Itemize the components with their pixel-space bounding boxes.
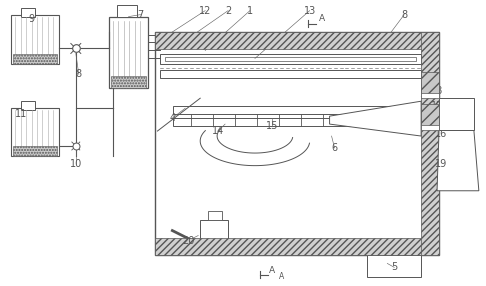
Text: 9: 9 (28, 14, 34, 24)
Bar (11, 108, 59, 156)
Bar (160, 70, 421, 78)
Text: A: A (269, 266, 275, 275)
Bar (156, 31, 439, 49)
Bar (421, 125, 439, 130)
Text: 8: 8 (76, 69, 82, 79)
Bar (421, 104, 439, 126)
Text: 6: 6 (331, 143, 338, 153)
Bar (421, 31, 439, 255)
Bar (174, 106, 416, 114)
Bar (21, 8, 35, 17)
Bar (156, 238, 439, 255)
Bar (11, 15, 59, 64)
Text: 8: 8 (401, 10, 407, 20)
Polygon shape (330, 101, 421, 136)
Bar (109, 17, 148, 88)
Text: A: A (318, 14, 325, 23)
Bar (156, 31, 439, 255)
Bar (111, 76, 146, 88)
Bar (160, 54, 421, 64)
Text: 16: 16 (435, 129, 447, 139)
Text: 4: 4 (169, 113, 175, 123)
Bar (421, 72, 439, 94)
Text: 20: 20 (182, 236, 194, 245)
Text: 5: 5 (391, 262, 398, 272)
Bar (117, 5, 137, 17)
Bar (174, 118, 416, 126)
Bar (421, 93, 439, 98)
Bar (165, 57, 416, 61)
Text: 1: 1 (247, 6, 253, 16)
Bar (21, 101, 35, 110)
Text: 13: 13 (304, 6, 316, 16)
Text: 19: 19 (435, 159, 447, 169)
Text: 7: 7 (138, 10, 144, 20)
Text: 15: 15 (266, 121, 278, 131)
Bar (367, 255, 421, 277)
Bar (13, 54, 57, 64)
Bar (13, 146, 57, 156)
Text: 2: 2 (225, 6, 231, 16)
Text: 17: 17 (431, 101, 443, 111)
Bar (208, 211, 222, 220)
Text: 18: 18 (431, 86, 443, 96)
Bar (200, 220, 228, 241)
Text: 12: 12 (199, 6, 211, 16)
Text: 14: 14 (212, 126, 224, 136)
Text: 10: 10 (69, 159, 82, 169)
Text: A: A (279, 272, 284, 281)
Text: 11: 11 (15, 109, 27, 119)
Polygon shape (437, 130, 479, 191)
Bar (439, 98, 474, 130)
